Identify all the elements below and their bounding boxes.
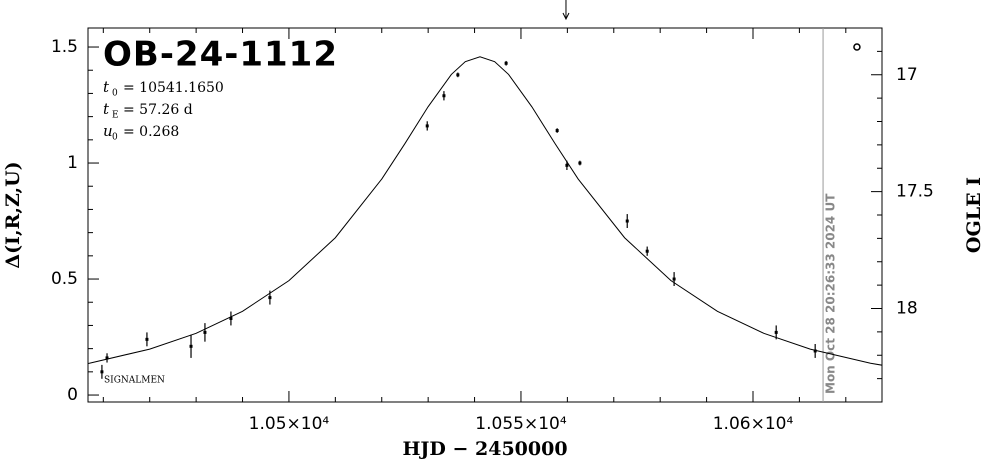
- data-point: [625, 219, 629, 223]
- x-tick-label: 1.055×10⁴: [475, 414, 567, 434]
- parameter-text: = 0.268: [123, 124, 179, 140]
- chart-title: OB-24-1112: [103, 35, 338, 75]
- y2-tick-label: 17.5: [896, 182, 934, 202]
- y-tick-label: 1.5: [51, 37, 78, 57]
- signature: SIGNALMEN: [104, 376, 165, 386]
- data-point: [442, 94, 446, 98]
- y2-axis-label: OGLE I: [963, 177, 985, 253]
- y-tick-label: 0.5: [51, 269, 78, 289]
- parameter: t E = 57.26 d: [103, 100, 193, 121]
- data-point: [672, 277, 676, 281]
- data-point: [229, 316, 233, 320]
- parameter-text: = 10541.1650: [123, 80, 224, 96]
- y2-tick-label: 18: [896, 299, 918, 319]
- x-tick-label: 1.06×10⁴: [713, 414, 794, 434]
- parameter-text: = 57.26 d: [123, 102, 193, 118]
- data-point: [145, 337, 149, 341]
- baseline-marker: [853, 43, 861, 51]
- data-point: [774, 330, 778, 334]
- parameter: u 0 = 0.268: [103, 122, 179, 143]
- parameter-symbol: t: [103, 78, 110, 96]
- y2-tick-label: 17: [896, 65, 918, 85]
- parameter-subscript: 0: [112, 89, 118, 99]
- data-point: [203, 330, 207, 334]
- plot-area: [88, 56, 882, 379]
- data-point: [813, 349, 817, 353]
- parameter: t 0 = 10541.1650: [103, 78, 224, 99]
- timestamp: Mon Oct 28 20:26:33 2024 UT: [824, 193, 838, 394]
- data-point: [456, 73, 460, 77]
- data-point: [268, 296, 272, 300]
- parameter-subscript: 0: [112, 133, 118, 143]
- parameter-symbol: t: [103, 100, 110, 118]
- data-point: [578, 161, 582, 165]
- data-point: [100, 370, 104, 374]
- data-point: [645, 249, 649, 253]
- y-tick-label: 1: [67, 153, 78, 173]
- data-point: [565, 163, 569, 167]
- data-point: [189, 344, 193, 348]
- parameter-symbol: u: [103, 122, 113, 140]
- arrow: [562, 0, 570, 21]
- parameter-subscript: E: [112, 111, 119, 121]
- x-axis-label: HJD − 2450000: [402, 438, 567, 459]
- y-axis-label: Δ(I,R,Z,U): [2, 161, 24, 268]
- data-point: [425, 124, 429, 128]
- data-point: [504, 61, 508, 65]
- y-tick-label: 0: [67, 385, 78, 405]
- data-point: [555, 129, 559, 133]
- x-tick-label: 1.05×10⁴: [249, 414, 330, 434]
- model-curve: [88, 56, 882, 366]
- data-point: [105, 356, 109, 360]
